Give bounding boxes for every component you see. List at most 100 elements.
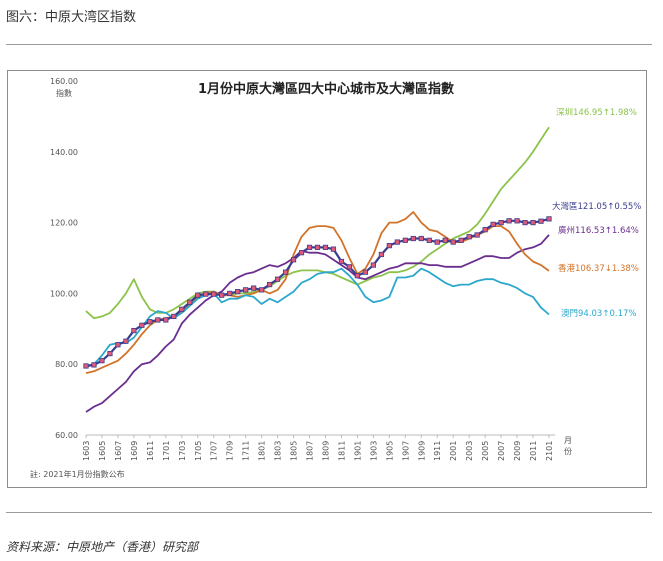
- gba-marker: [522, 219, 528, 226]
- gba-marker: [410, 235, 416, 242]
- gba-marker: [115, 342, 121, 348]
- gba-marker: [267, 281, 273, 288]
- x-axis-label-2: 份: [564, 446, 572, 456]
- x-axis: 1603 1605 1607 1609 1611 1701 1703 1705 1707 1709…: [82, 435, 554, 461]
- gba-marker: [227, 290, 233, 296]
- series-line-2: [85, 234, 550, 413]
- x-tick-label: 1809: [321, 441, 330, 461]
- x-tick-label: 2001: [449, 441, 458, 461]
- y-tick-label: 100.00: [50, 289, 78, 298]
- chart-frame: 1月份中原大灣區四大中心城市及大灣區指數 指數 月 份 註: 2021年1月份指…: [7, 70, 647, 488]
- x-tick-label: 1811: [337, 441, 346, 461]
- gba-marker: [282, 269, 289, 275]
- x-tick-label: 1607: [114, 441, 123, 461]
- series-label: 深圳146.95↑1.98%: [556, 107, 637, 118]
- x-tick-label: 1905: [385, 441, 394, 461]
- x-tick-label: 1605: [98, 441, 107, 461]
- figure-caption: 图六：中原大湾区指数: [6, 10, 137, 25]
- series-line-0: [85, 126, 550, 320]
- x-tick-label: 1603: [82, 441, 91, 461]
- gba-marker: [442, 237, 448, 243]
- gba-marker: [298, 250, 305, 256]
- series-annotations: 深圳146.95↑1.98% 大灣區121.05↑0.55% 廣州116.53↑1.…: [552, 107, 641, 319]
- chart-footnote: 註: 2021年1月份指數公布: [30, 469, 125, 479]
- gba-marker: [187, 299, 193, 305]
- gba-marker: [538, 218, 544, 224]
- gba-marker: [155, 317, 161, 323]
- x-tick-label: 1901: [353, 441, 362, 461]
- gba-marker: [370, 262, 376, 268]
- gba-marker: [418, 235, 424, 242]
- y-tick-label: 120.00: [50, 219, 78, 228]
- gba-marker: [330, 246, 337, 252]
- series-label: 香港106.37↓1.38%: [558, 263, 639, 274]
- gba-marker: [434, 239, 440, 245]
- gba-marker: [354, 273, 361, 279]
- gba-marker: [179, 306, 185, 312]
- x-axis-label: 月: [564, 436, 572, 445]
- gba-marker: [147, 319, 153, 325]
- gba-marker: [466, 234, 472, 240]
- x-tick-label: 2005: [481, 441, 490, 461]
- series-label: 廣州116.53↑1.64%: [558, 225, 639, 236]
- x-tick-label: 1611: [146, 441, 155, 461]
- y-tick-label: 160.00: [50, 77, 78, 86]
- gba-marker: [402, 237, 408, 243]
- x-tick-label: 2009: [513, 441, 522, 461]
- gba-marker: [378, 251, 384, 258]
- series-label: 大灣區121.05↑0.55%: [552, 201, 641, 212]
- y-tick-label: 140.00: [50, 148, 78, 157]
- series-line-3: [85, 211, 550, 374]
- source-note: 资料来源：中原地产（香港）研究部: [6, 540, 199, 554]
- gba-marker: [386, 243, 392, 249]
- gba-marker: [243, 287, 249, 293]
- gba-marker: [203, 291, 209, 297]
- x-tick-label: 1805: [290, 441, 299, 461]
- x-tick-label: 1705: [194, 441, 203, 461]
- gba-marker: [123, 338, 129, 344]
- gba-marker: [474, 232, 480, 238]
- gba-marker: [107, 350, 113, 357]
- gba-marker: [514, 218, 520, 224]
- x-tick-label: 1907: [401, 441, 410, 461]
- gba-marker: [490, 221, 496, 227]
- gba-marker: [498, 219, 504, 226]
- gba-marker: [274, 276, 281, 282]
- x-tick-label: 2011: [529, 441, 538, 461]
- gba-marker: [131, 327, 137, 334]
- y-axis: 60.00 80.00 100.00 120.00 140.00 160.00: [50, 77, 555, 440]
- x-tick-label: 2101: [545, 441, 554, 461]
- gba-marker: [322, 244, 329, 250]
- x-tick-label: 2003: [465, 441, 474, 461]
- gba-marker: [338, 258, 345, 265]
- gba-marker: [530, 219, 536, 226]
- gba-marker: [83, 363, 89, 369]
- gba-marker: [426, 237, 432, 243]
- gba-marker: [458, 237, 464, 243]
- x-tick-label: 1701: [162, 441, 171, 461]
- gba-marker: [290, 257, 297, 263]
- top-divider: [6, 44, 652, 45]
- gba-marker: [506, 218, 512, 224]
- gba-marker: [546, 216, 552, 222]
- gba-marker: [211, 291, 217, 297]
- series-line-1: [85, 217, 550, 368]
- x-tick-label: 1801: [258, 441, 267, 461]
- gba-marker: [99, 358, 105, 364]
- gba-marker: [139, 322, 145, 328]
- x-tick-label: 1911: [433, 441, 442, 461]
- gba-marker: [91, 362, 97, 368]
- gba-marker: [171, 313, 177, 320]
- x-tick-label: 1609: [130, 441, 139, 461]
- x-tick-label: 1903: [369, 441, 378, 461]
- line-chart: 1月份中原大灣區四大中心城市及大灣區指數 指數 月 份 註: 2021年1月份指…: [30, 77, 641, 479]
- gba-marker: [394, 239, 400, 245]
- x-tick-label: 1909: [417, 441, 426, 461]
- gba-marker: [251, 285, 257, 291]
- chart-title: 1月份中原大灣區四大中心城市及大灣區指數: [198, 81, 454, 97]
- gba-marker: [482, 227, 488, 233]
- gba-marker: [163, 317, 169, 323]
- y-tick-label: 80.00: [55, 360, 78, 369]
- x-tick-label: 1803: [274, 441, 283, 461]
- gba-marker: [195, 292, 201, 298]
